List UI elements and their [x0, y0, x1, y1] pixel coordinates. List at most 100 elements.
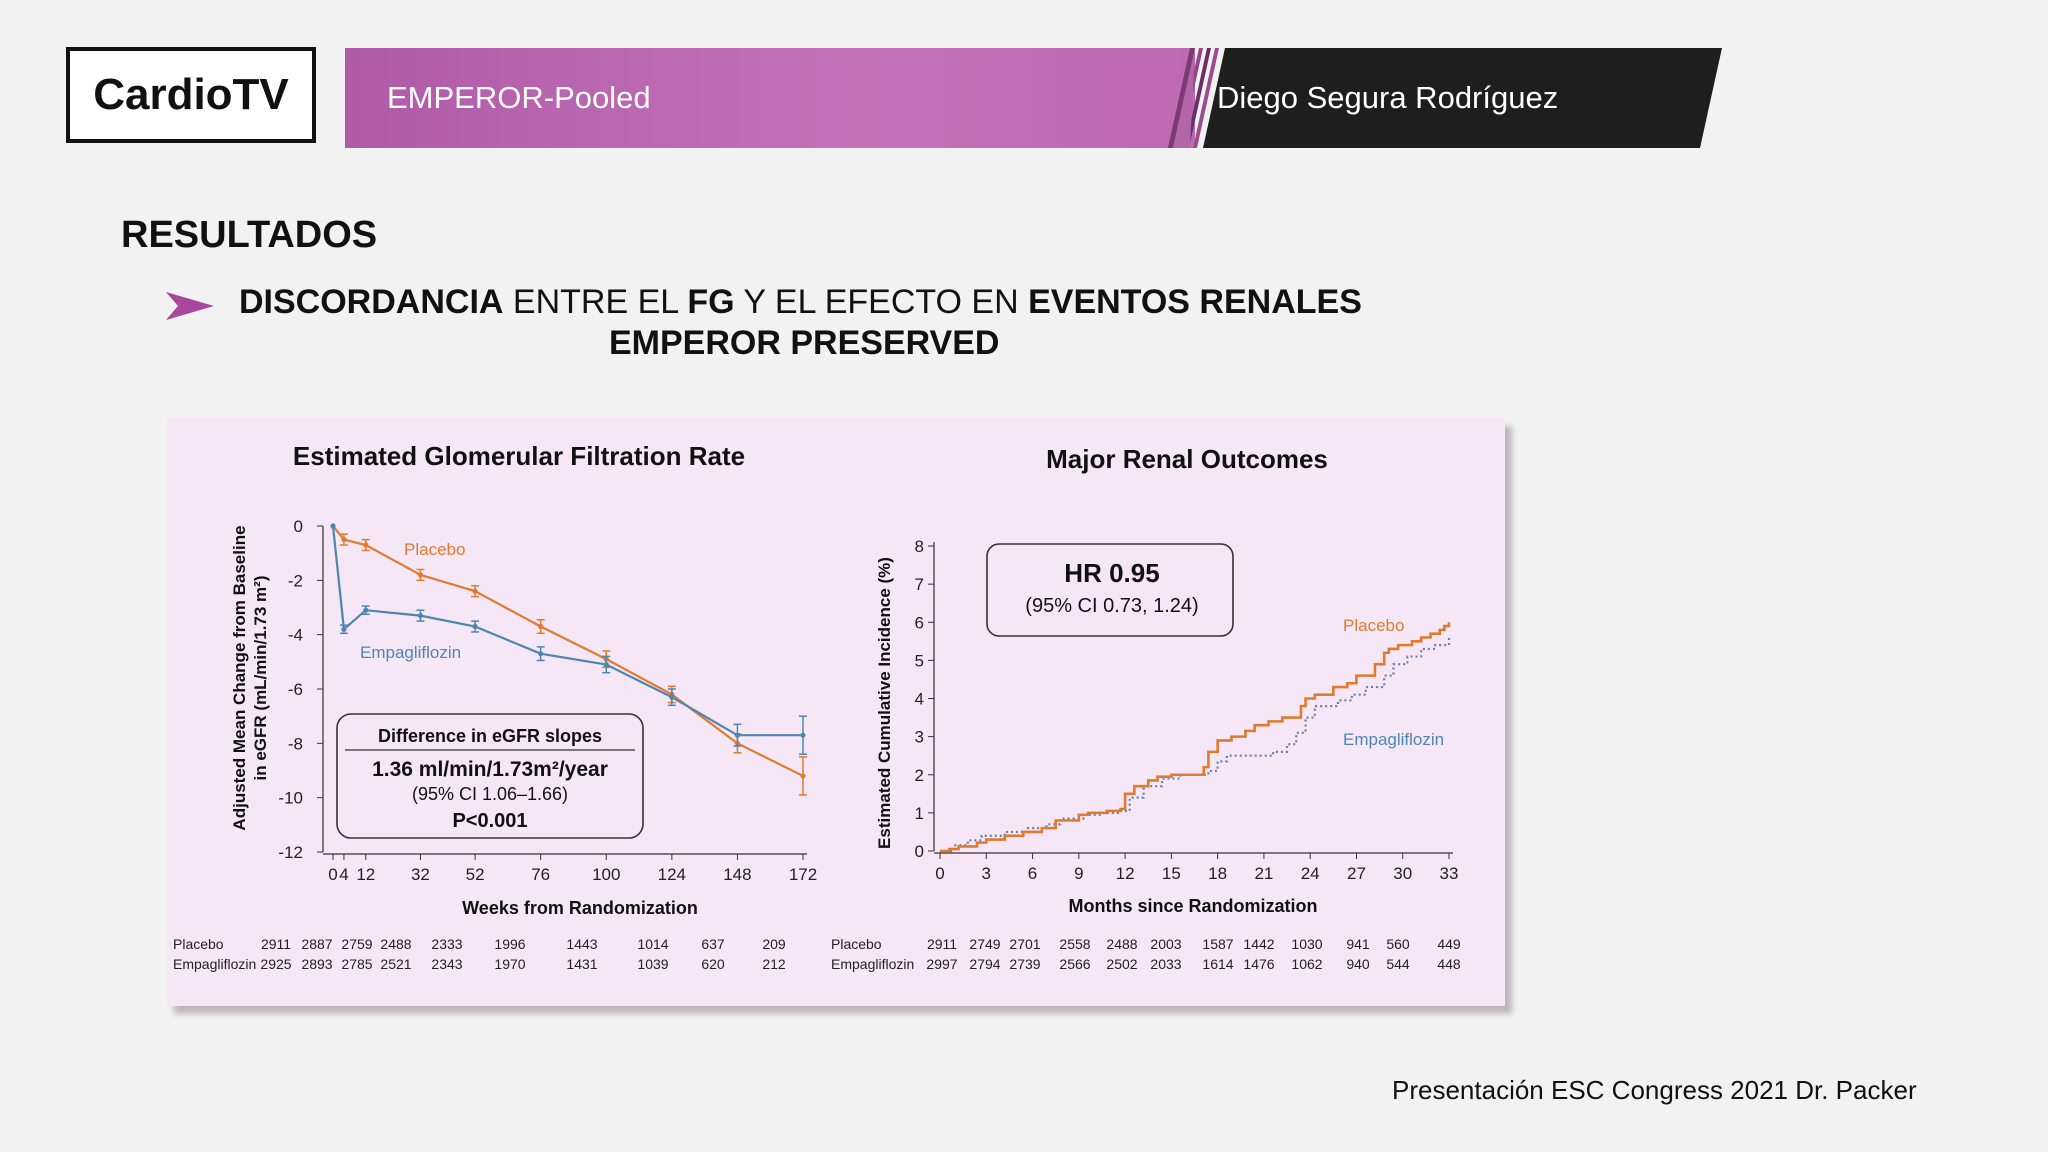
subtitle-part: FG [687, 283, 735, 321]
renal-at-risk-value: 2794 [969, 956, 1000, 972]
renal-hr-box [986, 543, 1234, 637]
egfr-x-tick-label: 4 [339, 865, 348, 884]
renal-y-tick-label: 2 [915, 766, 924, 785]
subtitle-line-1: DISCORDANCIA ENTRE EL FG Y EL EFECTO EN … [239, 283, 1362, 322]
renal-at-risk-value: 1476 [1243, 956, 1274, 972]
renal-at-risk-value: 2566 [1059, 956, 1090, 972]
egfr-y-tick-label: -2 [288, 571, 303, 590]
renal-x-tick-label: 27 [1347, 864, 1366, 883]
egfr-x-tick-label: 100 [592, 865, 620, 884]
renal-y-tick-label: 4 [915, 690, 924, 709]
renal-at-risk-value: 2739 [1009, 956, 1040, 972]
renal-at-risk-value: 2749 [969, 936, 1000, 952]
egfr-at-risk-value: 2893 [301, 956, 332, 972]
egfr-y-tick-label: -6 [288, 680, 303, 699]
renal-at-risk-value: 1442 [1243, 936, 1274, 952]
renal-hr-value: HR 0.95 [1064, 558, 1159, 588]
renal-legend-placebo: Placebo [1343, 616, 1404, 635]
renal-x-tick-label: 21 [1254, 864, 1273, 883]
egfr-at-risk-value: 620 [701, 956, 725, 972]
egfr-at-risk-value: 209 [762, 936, 786, 952]
egfr-at-risk-value: 2785 [341, 956, 372, 972]
egfr-x-axis-label: Weeks from Randomization [462, 898, 698, 918]
egfr-at-risk-value: 2333 [431, 936, 462, 952]
renal-series-line-empagliflozin [940, 637, 1451, 853]
renal-at-risk-value: 1587 [1202, 936, 1233, 952]
egfr-at-risk-value: 1443 [566, 936, 597, 952]
renal-x-tick-label: 18 [1208, 864, 1227, 883]
egfr-data-point [417, 572, 424, 578]
renal-y-tick-label: 7 [915, 575, 924, 594]
renal-at-risk-value: 2997 [926, 956, 957, 972]
renal-x-tick-label: 3 [982, 864, 991, 883]
bullet-arrow-icon [166, 292, 214, 320]
renal-y-tick-label: 1 [915, 804, 924, 823]
renal-x-tick-label: 12 [1116, 864, 1135, 883]
egfr-legend-empagliflozin: Empagliflozin [360, 643, 461, 662]
egfr-chart: Estimated Glomerular Filtration Rate 0 -2 -… [173, 441, 817, 972]
egfr-y-tick-label: -12 [278, 843, 303, 862]
subtitle-part: EVENTOS RENALES [1028, 283, 1362, 321]
renal-x-tick-label: 24 [1301, 864, 1320, 883]
egfr-at-risk-value: 1014 [637, 936, 668, 952]
egfr-at-risk-value: 637 [701, 936, 725, 952]
subtitle-part: DISCORDANCIA [239, 283, 504, 321]
cardiotv-logo: CardioTV [66, 47, 316, 143]
egfr-y-tick-label: 0 [294, 517, 303, 536]
egfr-x-tick-label: 172 [789, 865, 817, 884]
egfr-data-point [800, 732, 806, 738]
renal-legend-empagliflozin: Empagliflozin [1343, 730, 1444, 749]
subtitle-part: Y EL EFECTO EN [734, 283, 1029, 321]
renal-y-tick-label: 3 [915, 728, 924, 747]
renal-at-risk-value: 544 [1386, 956, 1410, 972]
renal-at-risk-value: 2502 [1106, 956, 1137, 972]
renal-at-risk-value: 560 [1386, 936, 1410, 952]
egfr-at-risk-label: Placebo [173, 936, 224, 952]
renal-at-risk-value: 449 [1437, 936, 1461, 952]
renal-at-risk-value: 1062 [1291, 956, 1322, 972]
egfr-at-risk-value: 2759 [341, 936, 372, 952]
renal-at-risk-value: 2911 [927, 936, 957, 952]
egfr-x-tick-label: 148 [723, 865, 751, 884]
egfr-y-axis-label-2: in eGFR (mL/min/1.73 m²) [251, 576, 270, 781]
egfr-slope-box [336, 713, 644, 839]
egfr-data-point [341, 626, 347, 632]
renal-y-tick-label: 8 [915, 537, 924, 556]
egfr-at-risk-value: 2911 [261, 936, 291, 952]
renal-at-risk-value: 2003 [1150, 936, 1181, 952]
egfr-x-tick-label: 52 [466, 865, 485, 884]
egfr-at-risk-label: Empagliflozin [173, 956, 256, 972]
egfr-x-tick-label: 12 [356, 865, 375, 884]
renal-series-line-placebo [940, 622, 1451, 853]
subtitle-part: ENTRE EL [503, 283, 688, 321]
egfr-data-point [363, 607, 369, 613]
figure-svg: Estimated Glomerular Filtration Rate 0 -2 -… [173, 441, 1461, 972]
egfr-at-risk-value: 2488 [380, 936, 411, 952]
renal-x-tick-label: 9 [1074, 864, 1083, 883]
egfr-y-axis-label: Adjusted Mean Change from Baseline [230, 525, 249, 830]
egfr-data-point [603, 661, 609, 668]
egfr-x-tick-label: 76 [531, 865, 550, 884]
renal-at-risk-value: 448 [1437, 956, 1461, 972]
renal-hr-ci: (95% CI 0.73, 1.24) [1025, 595, 1198, 617]
renal-x-tick-label: 6 [1028, 864, 1037, 883]
egfr-data-point [363, 542, 369, 548]
egfr-at-risk-value: 1970 [494, 956, 525, 972]
egfr-data-point [341, 536, 347, 543]
egfr-series-line-placebo [332, 525, 804, 777]
egfr-at-risk-value: 2925 [260, 956, 291, 972]
renal-x-tick-label: 30 [1393, 864, 1412, 883]
egfr-data-point [472, 623, 478, 630]
renal-x-tick-label: 33 [1440, 864, 1459, 883]
egfr-at-risk-value: 2887 [301, 936, 332, 952]
renal-at-risk-value: 1614 [1202, 956, 1233, 972]
renal-at-risk-value: 2488 [1106, 936, 1137, 952]
egfr-y-tick-label: -8 [288, 734, 303, 753]
egfr-x-tick-label: 124 [658, 865, 686, 884]
renal-at-risk-value: 2701 [1009, 936, 1040, 952]
egfr-data-point [669, 694, 675, 700]
renal-at-risk-value: 1030 [1291, 936, 1322, 952]
title-banner: EMPEROR-Pooled Diego Segura Rodríguez [345, 48, 1722, 148]
renal-at-risk-value: 2033 [1150, 956, 1181, 972]
